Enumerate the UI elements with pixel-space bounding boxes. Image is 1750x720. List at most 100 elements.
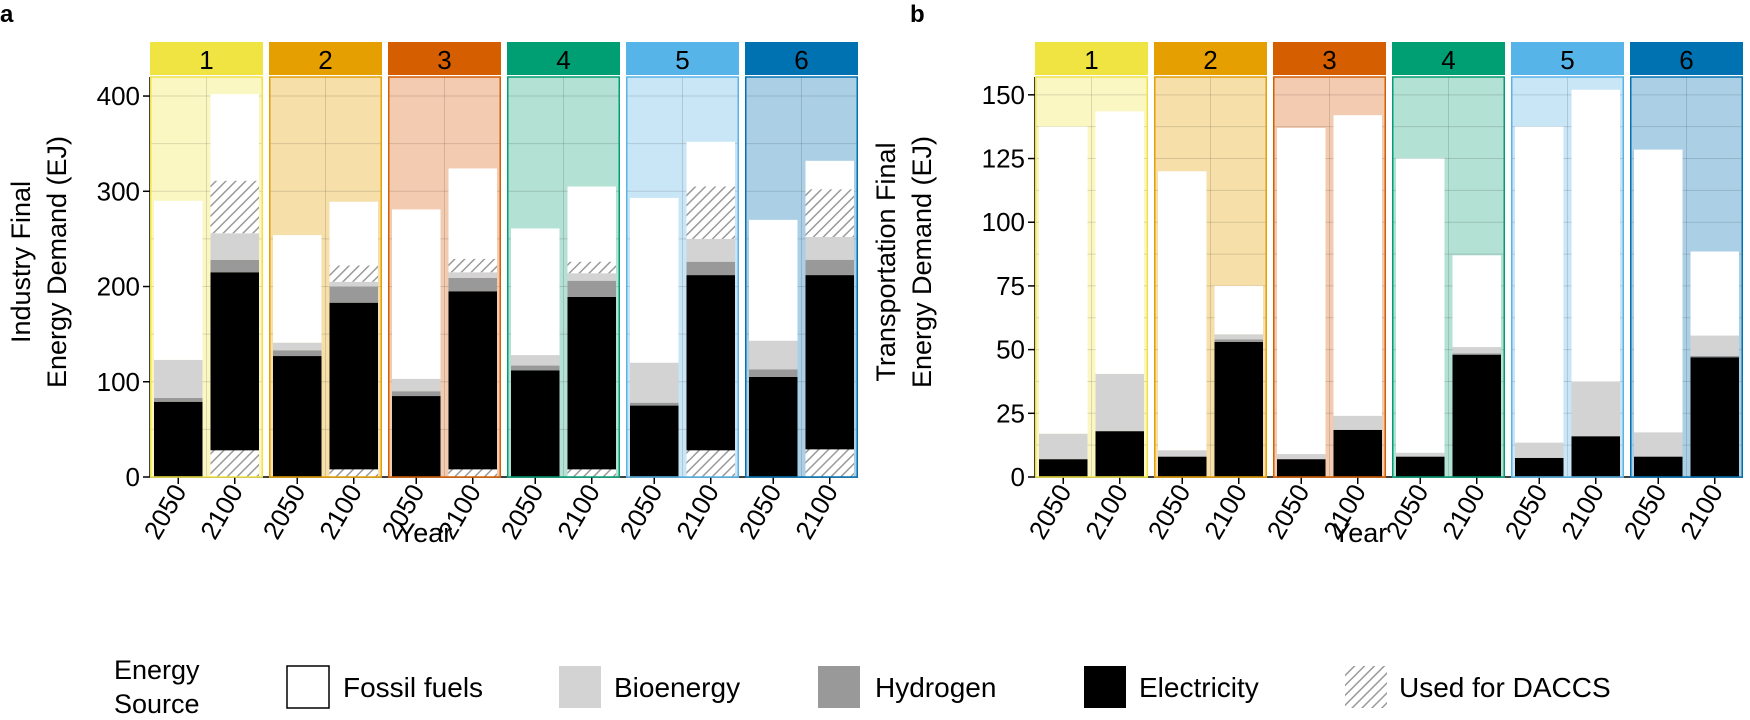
legend-label-hydrogen: Hydrogen [875, 672, 996, 703]
panel-a-facet-6: 6 2050 2100 [733, 42, 858, 544]
panel-b-facet-6: 6 2050 2100 [1618, 42, 1743, 544]
panel-a-bar-elec-2050 [630, 405, 679, 477]
panel-a-facet-border [269, 76, 382, 478]
panel-b-bar-fossil-2100 [1095, 111, 1144, 374]
panel-a-bar-bio-2050 [749, 340, 798, 370]
panel-a-xtick-label: 2100 [789, 479, 844, 544]
panel-a-bar-elec-2100 [567, 297, 616, 477]
panel-b-bar-elec-2100 [1333, 429, 1382, 477]
panel-a-bar-fossil-2050 [154, 200, 203, 360]
panel-a-facet-4: 4 2050 2100 [495, 42, 620, 544]
legend-label-daccs: Used for DACCS [1399, 672, 1611, 703]
panel-b-facet-strip-label: 5 [1560, 45, 1574, 75]
panel-b-bar-fossil-2100 [1333, 115, 1382, 416]
panel-b-facet-border [1630, 76, 1743, 478]
panel-a-facet-2: 2 2050 2100 [257, 42, 382, 544]
panel-b-facet-border [1035, 76, 1148, 478]
legend-title-line2: Source [114, 689, 200, 719]
legend-title-line1: Energy [114, 655, 200, 685]
legend-swatch-daccs [1345, 666, 1387, 708]
panel-a-xtick-label: 2050 [138, 479, 193, 544]
panel-a-daccs-upper-2100 [448, 258, 497, 273]
panel-b-ytick-label: 0 [1011, 462, 1025, 492]
panel-b-xtick-label: 2100 [1674, 479, 1729, 544]
panel-b-facet-border [1392, 76, 1505, 478]
panel-a-bar-bio-2100 [567, 273, 616, 281]
panel-b-facet-5: 5 2050 2100 [1499, 42, 1624, 544]
panel-b-xtick-label: 2050 [1618, 479, 1673, 544]
panel-b-bar-h2-2100 [1690, 355, 1739, 358]
panel-b-bar-fossil-2100 [1452, 255, 1501, 348]
panel-b-facet-strip [1392, 42, 1505, 75]
panel-a-facet-strip [269, 42, 382, 75]
panel-b: b Transportation Final Energy Demand (EJ… [871, 1, 1743, 548]
panel-a-bar-bio-2100 [448, 272, 497, 278]
panel-a-bar-bio-2100 [210, 233, 259, 260]
panel-a-bar-elec-2050 [511, 370, 560, 477]
panel-a-facet-strip-label: 1 [199, 45, 213, 75]
panel-a-daccs-lower-2100 [567, 469, 616, 477]
panel-a-daccs-lower-2100 [805, 449, 854, 477]
panel-a-facet-border [388, 76, 501, 478]
panel-b-facet-4: 4 2050 2100 [1380, 42, 1505, 544]
panel-b-facet-strip-label: 3 [1322, 45, 1336, 75]
panel-a-ytick-label: 300 [97, 176, 140, 206]
panel-b-bar-fossil-2050 [1634, 149, 1683, 433]
panel-a-bar-bio-2050 [511, 355, 560, 366]
panel-a-bar-fossil-2050 [749, 219, 798, 341]
panel-a-xtick-label: 2100 [670, 479, 725, 544]
panel-a-facet-strip-label: 5 [675, 45, 689, 75]
panel-b-xtick-label: 2050 [1261, 479, 1316, 544]
panel-b-facet-strip-label: 4 [1441, 45, 1455, 75]
panel-b-bar-fossil-2100 [1214, 285, 1263, 335]
panel-b-bar-bio-2100 [1095, 373, 1144, 432]
panel-b-ytick-label: 100 [982, 207, 1025, 237]
panel-b-bar-elec-2100 [1095, 431, 1144, 477]
panel-a-xtick-label: 2050 [733, 479, 788, 544]
panel-a-xtick-label: 2050 [257, 479, 312, 544]
panel-a-bar-h2-2100 [210, 259, 259, 273]
panel-b-bar-elec-2050 [1634, 456, 1683, 477]
panel-b-ytick-label: 75 [996, 271, 1025, 301]
panel-a-xtick-label: 2100 [551, 479, 606, 544]
panel-a-daccs-lower-2100 [210, 450, 259, 477]
panel-b-bar-bio-2050 [1515, 442, 1564, 458]
panel-a-bar-bio-2100 [329, 281, 378, 287]
panel-a-bar-h2-2100 [567, 280, 616, 297]
panel-a-bar-elec-2050 [749, 377, 798, 477]
panel-b-facet-2: 2 2050 2100 [1142, 42, 1267, 544]
panel-b-label: b [910, 1, 925, 28]
panel-a-daccs-lower-2100 [448, 469, 497, 477]
legend-swatch-electricity [1084, 666, 1126, 708]
panel-a-bar-h2-2050 [392, 391, 441, 397]
panel-b-bar-bio-2100 [1690, 335, 1739, 356]
panel-a-bar-fossil-2100 [448, 168, 497, 273]
panel-a-bar-h2-2100 [686, 261, 735, 276]
panel-a-daccs-upper-2100 [805, 189, 854, 237]
panel-b-bar-elec-2050 [1158, 456, 1207, 477]
panel-a-bar-elec-2100 [329, 302, 378, 477]
panel-a-label: a [0, 1, 14, 28]
panel-a-bar-h2-2050 [154, 397, 203, 402]
panel-b-xtick-label: 2100 [1436, 479, 1491, 544]
panel-b-bar-h2-2100 [1214, 339, 1263, 342]
panel-a-bar-h2-2050 [630, 402, 679, 406]
panel-b-facet-strip-label: 6 [1679, 45, 1693, 75]
panel-b-facet-strip [1630, 42, 1743, 75]
panel-b-bar-elec-2100 [1452, 354, 1501, 477]
panel-a-ylabel-line1: Industry Final [6, 181, 36, 343]
panel-a-bar-bio-2050 [273, 342, 322, 351]
panel-b-bar-bio-2100 [1333, 415, 1382, 430]
panel-a-bar-bio-2100 [805, 237, 854, 260]
panel-a-bar-elec-2100 [686, 275, 735, 477]
panel-b-ytick-label: 50 [996, 335, 1025, 365]
panel-a-ylabel: Industry Final Energy Demand (EJ) [6, 136, 72, 388]
panel-a-xtick-label: 2050 [614, 479, 669, 544]
panel-a-bar-fossil-2050 [273, 235, 322, 343]
panel-b-ytick-label: 25 [996, 398, 1025, 428]
panel-a-bar-h2-2050 [273, 350, 322, 357]
panel-a-bar-elec-2050 [154, 401, 203, 477]
panel-a-xtick-label: 2100 [313, 479, 368, 544]
panel-b-xtick-label: 2050 [1499, 479, 1554, 544]
